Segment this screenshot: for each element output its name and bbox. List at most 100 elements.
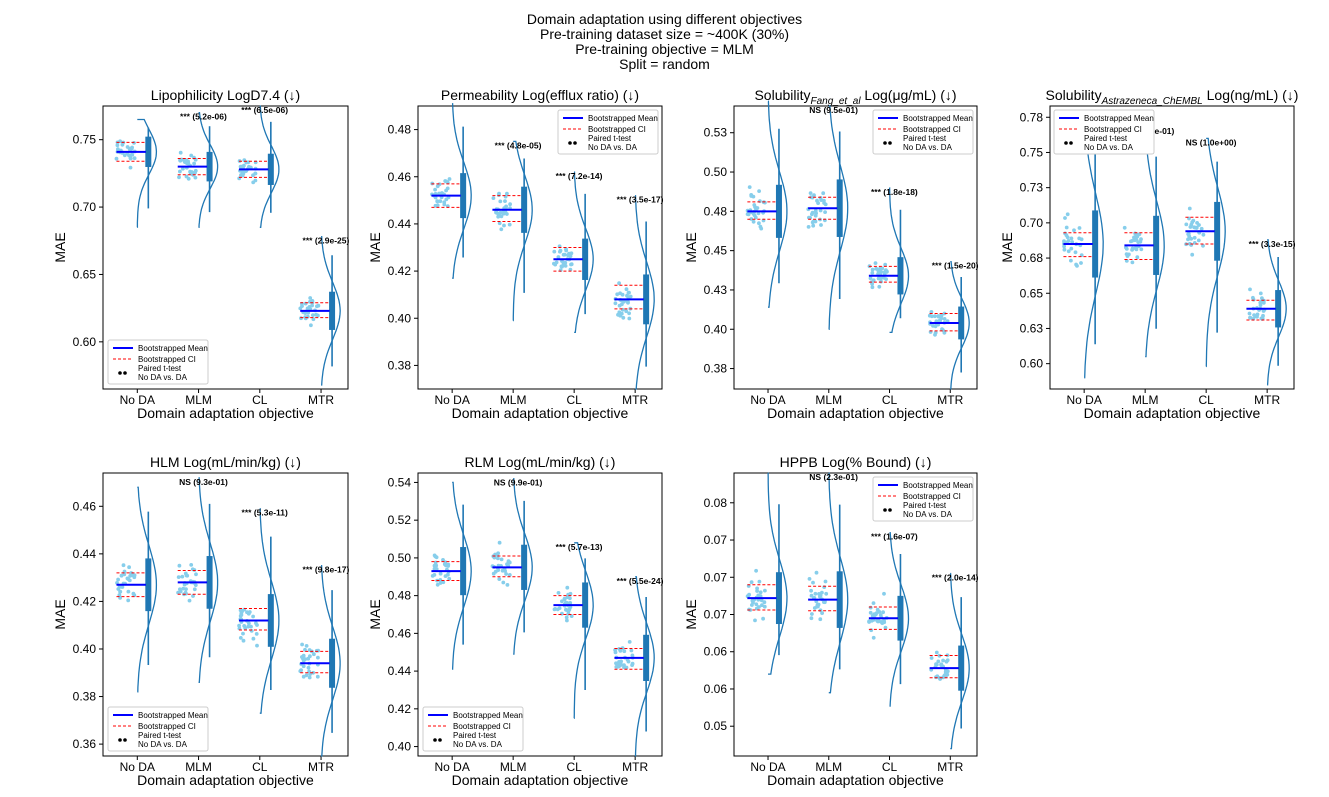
panel-title: HPPB Log(% Bound) (↓)	[780, 454, 932, 470]
legend-ci-label: Bootstrapped CI	[903, 125, 961, 134]
violin-shape	[259, 508, 280, 714]
y-tick-label: 0.75	[1020, 145, 1044, 159]
data-point	[311, 313, 315, 317]
legend-box	[422, 706, 524, 752]
data-point	[311, 317, 316, 322]
data-point	[824, 591, 829, 596]
data-point	[497, 577, 502, 581]
data-point	[183, 160, 187, 165]
data-point	[871, 601, 876, 605]
legend-test-dot	[118, 371, 122, 375]
violin-shape	[136, 118, 158, 228]
data-point	[492, 555, 497, 560]
data-point	[556, 591, 561, 595]
data-point	[253, 171, 258, 176]
legend-test-label-2: No DA vs. DA	[903, 510, 953, 519]
significance-annotation: *** (5.2e-06)	[180, 112, 227, 122]
data-point	[312, 652, 316, 657]
data-point	[754, 602, 759, 607]
figure-suptitle: Domain adaptation using different object…	[0, 12, 1329, 72]
data-point	[498, 199, 503, 204]
x-axis-label: Domain adaptation objective	[452, 405, 629, 421]
data-point	[247, 621, 251, 626]
y-axis-label: MAE	[999, 232, 1015, 262]
data-point	[182, 582, 187, 587]
data-point	[178, 587, 182, 592]
legend-test-dot	[888, 508, 892, 512]
x-axis-label: Domain adaptation objective	[137, 405, 314, 421]
violin-shape	[1266, 239, 1287, 386]
x-tick-label: No DA	[1066, 393, 1101, 407]
data-point	[569, 614, 574, 618]
category-group-no-da	[1062, 116, 1104, 379]
y-axis-label: MAE	[367, 232, 383, 262]
data-point	[1251, 295, 1255, 300]
x-axis-label: Domain adaptation objective	[137, 772, 314, 788]
legend-box	[107, 339, 209, 385]
legend-box	[872, 476, 974, 522]
y-tick-label: 0.40	[388, 311, 412, 325]
data-point	[303, 647, 307, 652]
data-point	[308, 654, 312, 659]
panel-5: HLM Log(mL/min/kg) (↓) Domain adaptation …	[52, 454, 350, 788]
data-point	[753, 618, 757, 623]
data-point	[505, 562, 509, 567]
data-point	[301, 674, 306, 679]
data-point	[298, 669, 303, 673]
legend-ci-label: Bootstrapped CI	[138, 722, 196, 731]
data-point	[496, 193, 501, 198]
data-point	[757, 579, 762, 584]
x-tick-label: CL	[566, 393, 582, 407]
y-axis-label: MAE	[367, 599, 383, 629]
legend-test-dot	[433, 738, 437, 742]
y-axis-label: MAE	[52, 232, 68, 262]
data-point	[126, 153, 131, 158]
data-point	[618, 661, 623, 666]
data-point	[241, 631, 245, 636]
legend-box	[872, 109, 974, 155]
y-tick-label: 0.40	[73, 642, 97, 656]
panel-title: HLM Log(mL/min/kg) (↓)	[150, 454, 301, 470]
data-point	[254, 621, 258, 625]
data-point	[942, 317, 947, 321]
legend-test-label-2: No DA vs. DA	[138, 740, 188, 749]
data-point	[871, 635, 876, 640]
data-point	[192, 161, 197, 166]
data-point	[502, 223, 506, 228]
significance-annotation: *** (1.5e-20)	[932, 261, 979, 271]
data-point	[809, 588, 813, 593]
data-point	[934, 662, 938, 667]
data-point	[497, 540, 502, 545]
data-point	[813, 591, 818, 596]
data-point	[304, 644, 309, 648]
data-point	[447, 177, 452, 181]
data-point	[810, 210, 815, 215]
data-point	[238, 636, 243, 640]
data-point	[1139, 247, 1144, 252]
data-point	[820, 590, 824, 595]
legend-ci-label: Bootstrapped CI	[588, 125, 646, 134]
panel-title: SolubilityFang_et_al Log(μg/mL) (↓)	[754, 87, 956, 107]
data-point	[117, 593, 122, 597]
data-point	[127, 146, 132, 151]
data-point	[255, 643, 259, 648]
data-point	[622, 649, 627, 654]
data-point	[747, 185, 752, 190]
data-point	[307, 675, 312, 680]
legend-test-label-2: No DA vs. DA	[588, 143, 638, 152]
data-point	[882, 275, 886, 280]
data-point	[132, 593, 137, 598]
x-tick-label: MLM	[500, 393, 527, 407]
data-point	[618, 291, 622, 296]
category-group-mlm: *** (5.2e-06)	[177, 112, 227, 228]
legend-test-label-1: Paired t-test	[903, 501, 947, 510]
violin-shape	[828, 105, 849, 330]
data-point	[560, 611, 564, 616]
data-point	[566, 611, 571, 616]
data-point	[189, 153, 194, 158]
y-tick-label: 0.43	[704, 283, 728, 297]
data-point	[126, 589, 131, 594]
x-tick-label: MTR	[937, 393, 963, 407]
category-group-cl: *** (5.7e-13)	[552, 542, 603, 719]
